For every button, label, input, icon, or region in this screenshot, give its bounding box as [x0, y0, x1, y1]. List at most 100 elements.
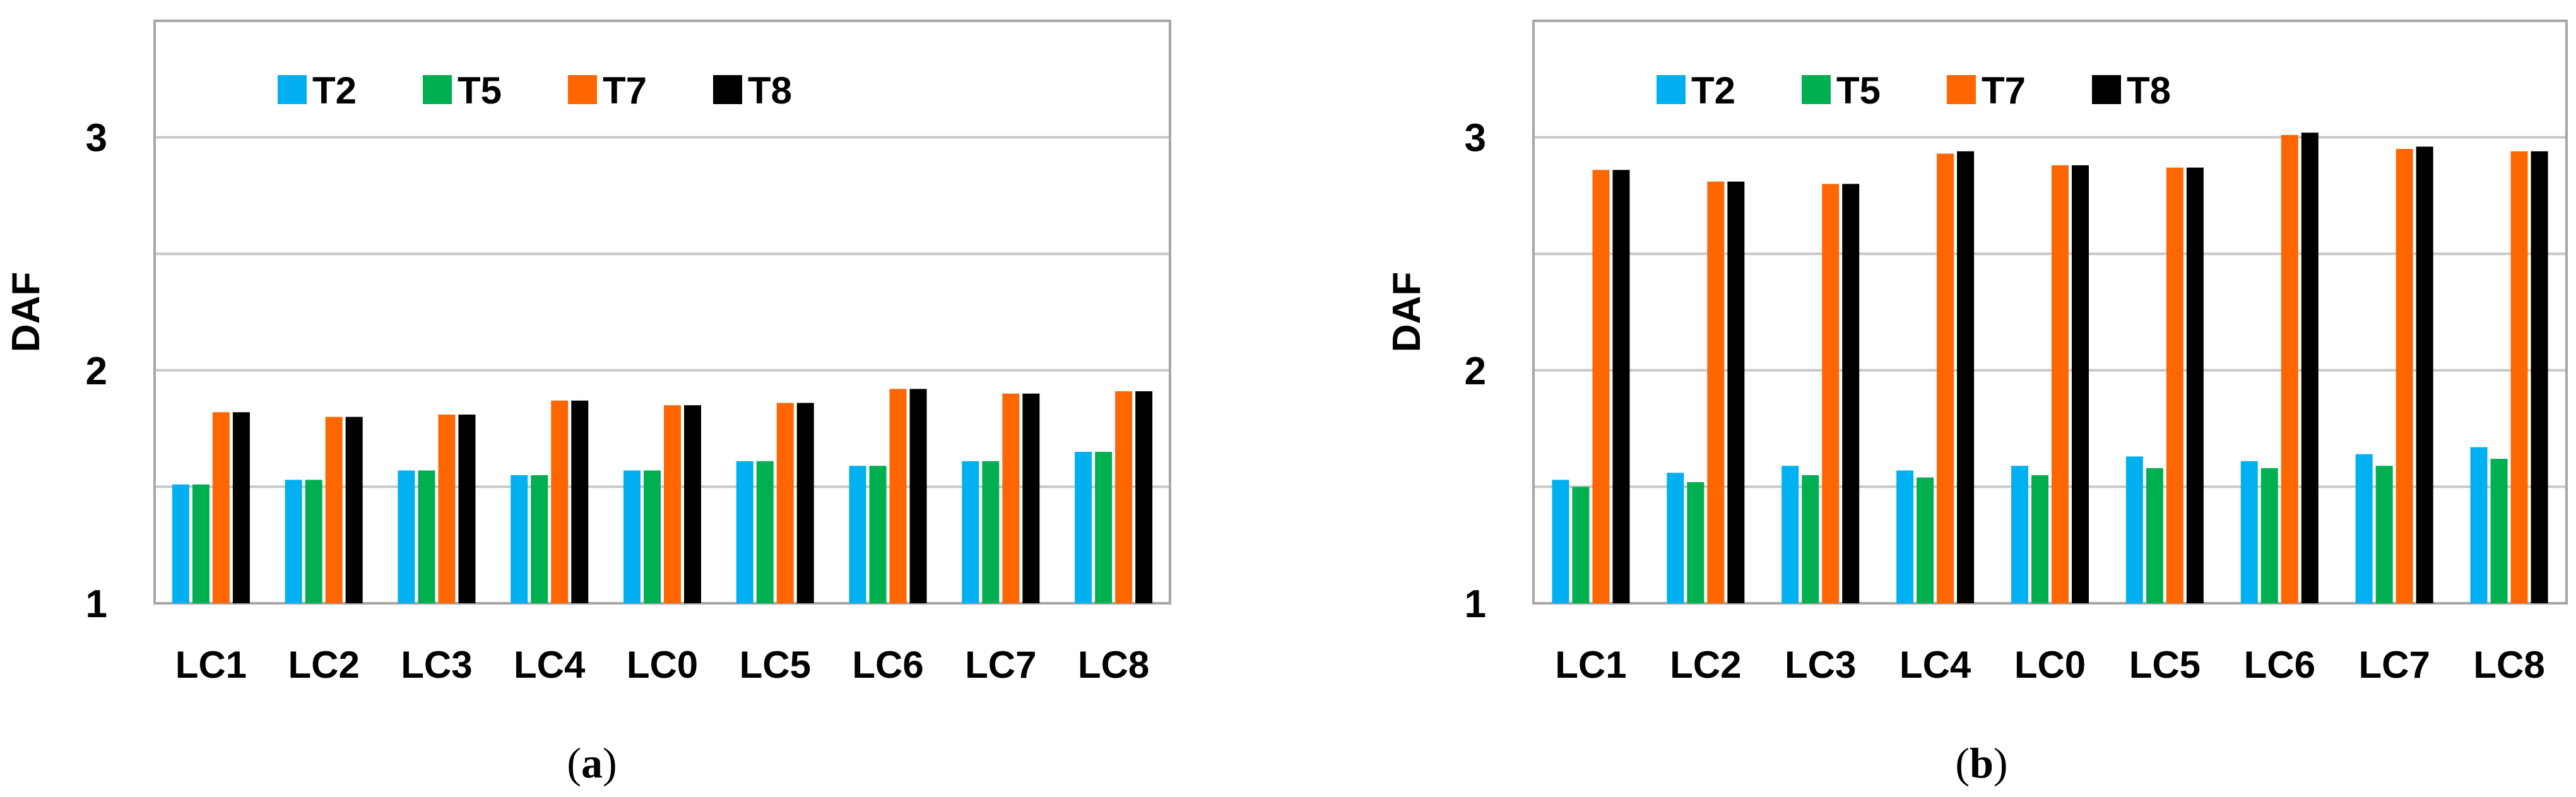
bar-t7-lc7	[2396, 149, 2413, 603]
bar-t2-lc5	[736, 461, 753, 603]
bar-t8-lc2	[1727, 181, 1745, 603]
bar-t8-lc8	[1135, 391, 1153, 603]
x-tick-label: LC7	[2358, 644, 2430, 686]
bar-t5-lc5	[2146, 468, 2163, 603]
y-tick-label: 3	[1465, 117, 1486, 160]
x-tick-label: LC1	[175, 644, 247, 686]
bar-t2-lc1	[1552, 480, 1569, 603]
bar-t8-lc6	[2301, 133, 2319, 603]
legend-label-t5: T5	[458, 69, 502, 112]
y-axis-label: DAF	[4, 272, 48, 352]
bar-t2-lc4	[511, 475, 528, 603]
legend-swatch-t7	[568, 75, 597, 104]
bar-t2-lc7	[2355, 454, 2373, 603]
bar-t7-lc4	[551, 400, 569, 603]
legend-label-t2: T2	[312, 69, 357, 112]
x-tick-label: LC5	[2129, 644, 2201, 686]
bar-t8-lc4	[571, 400, 589, 603]
bar-t5-lc1	[192, 484, 210, 603]
bar-t7-lc1	[212, 412, 230, 603]
bar-t8-lc3	[458, 414, 476, 603]
chart-panel-a: 1 2 3 DAF LC1 LC2 LC3 LC4 LC0 LC5 LC6 LC7 LC8 T2 T5 T7 T…	[4, 20, 1171, 787]
bar-t2-lc6	[849, 466, 866, 603]
bar-t5-lc7	[2375, 466, 2393, 603]
bar-t7-lc1	[1592, 170, 1610, 604]
x-tick-label: LC5	[740, 644, 811, 686]
bar-t8-lc5	[2186, 167, 2204, 603]
bar-t5-lc2	[1687, 482, 1705, 603]
legend-label-t7: T7	[603, 69, 647, 112]
bar-t7-lc6	[889, 389, 907, 603]
bar-t8-lc1	[232, 412, 250, 603]
bar-t5-lc3	[1802, 475, 1819, 603]
legend-swatch-t8	[713, 75, 742, 104]
bar-t2-lc7	[962, 461, 979, 603]
bar-t8-lc0	[684, 405, 701, 603]
panel-caption: (a)	[567, 739, 617, 787]
bar-t2-lc3	[1781, 466, 1799, 603]
x-tick-label: LC2	[1670, 644, 1741, 686]
bar-t8-lc3	[1842, 184, 1860, 603]
x-tick-label: LC6	[852, 644, 923, 686]
bar-t2-lc1	[172, 484, 189, 603]
bar-t5-lc6	[2260, 468, 2278, 603]
y-tick-label: 3	[86, 117, 107, 160]
legend-swatch-t2	[1657, 75, 1686, 104]
y-tick-label: 2	[86, 350, 107, 393]
bar-t7-lc7	[1002, 393, 1020, 603]
bar-t8-lc0	[2072, 165, 2089, 603]
bar-t7-lc5	[776, 403, 794, 603]
bar-t7-lc4	[1937, 153, 1954, 604]
y-tick-label: 1	[1465, 582, 1486, 626]
bar-t2-lc8	[2470, 447, 2488, 603]
bar-t7-lc5	[2166, 167, 2183, 603]
bar-t2-lc2	[1667, 473, 1684, 603]
bar-t5-lc6	[869, 466, 887, 603]
plot-frame	[153, 20, 1171, 605]
x-tick-label: LC6	[2244, 644, 2315, 686]
bar-t5-lc8	[2490, 459, 2508, 603]
legend-label-t8: T8	[2127, 69, 2171, 112]
x-tick-label: LC2	[288, 644, 359, 686]
bar-t2-lc3	[398, 470, 415, 603]
bar-t8-lc8	[2531, 151, 2548, 603]
x-tick-label: LC0	[627, 644, 698, 686]
legend-swatch-t8	[2092, 75, 2121, 104]
chart-panel-b: 1 2 3 DAF LC1 LC2 LC3 LC4 LC0 LC5 LC6 LC7 LC8 T2 T5 T7 T…	[1385, 20, 2568, 787]
bar-t8-lc7	[1022, 393, 1040, 603]
bar-t5-lc0	[644, 470, 661, 603]
bar-t5-lc3	[418, 470, 435, 603]
bar-t7-lc8	[2510, 151, 2528, 603]
bar-t2-lc8	[1075, 452, 1092, 603]
bar-t7-lc8	[1115, 391, 1133, 603]
bar-t2-lc6	[2240, 461, 2258, 603]
bar-t5-lc1	[1572, 487, 1590, 603]
legend-label-t5: T5	[1836, 69, 1881, 112]
x-tick-label: LC7	[965, 644, 1036, 686]
bar-t5-lc0	[2031, 475, 2048, 603]
x-tick-label: LC1	[1555, 644, 1626, 686]
bar-t5-lc8	[1095, 452, 1113, 603]
bar-t2-lc0	[623, 470, 641, 603]
legend-swatch-t5	[1802, 75, 1831, 104]
bar-t8-lc6	[909, 389, 927, 603]
x-tick-label: LC8	[1078, 644, 1149, 686]
bar-t2-lc5	[2125, 456, 2143, 603]
bar-t7-lc2	[325, 416, 343, 603]
bar-t5-lc2	[305, 480, 322, 603]
x-tick-label: LC3	[401, 644, 472, 686]
x-tick-label: LC3	[1785, 644, 1856, 686]
bar-t2-lc2	[285, 480, 302, 603]
bar-t7-lc2	[1707, 181, 1725, 603]
panel-caption-letter: b	[1970, 739, 1994, 787]
bar-t8-lc1	[1612, 170, 1630, 604]
legend-label-t2: T2	[1691, 69, 1735, 112]
x-tick-label: LC4	[514, 644, 586, 686]
bar-t8-lc5	[796, 403, 814, 603]
bar-t8-lc2	[345, 416, 363, 603]
y-tick-label: 1	[86, 582, 107, 626]
bar-t5-lc4	[531, 475, 548, 603]
bar-t2-lc0	[2011, 466, 2028, 603]
legend-swatch-t2	[278, 75, 307, 104]
